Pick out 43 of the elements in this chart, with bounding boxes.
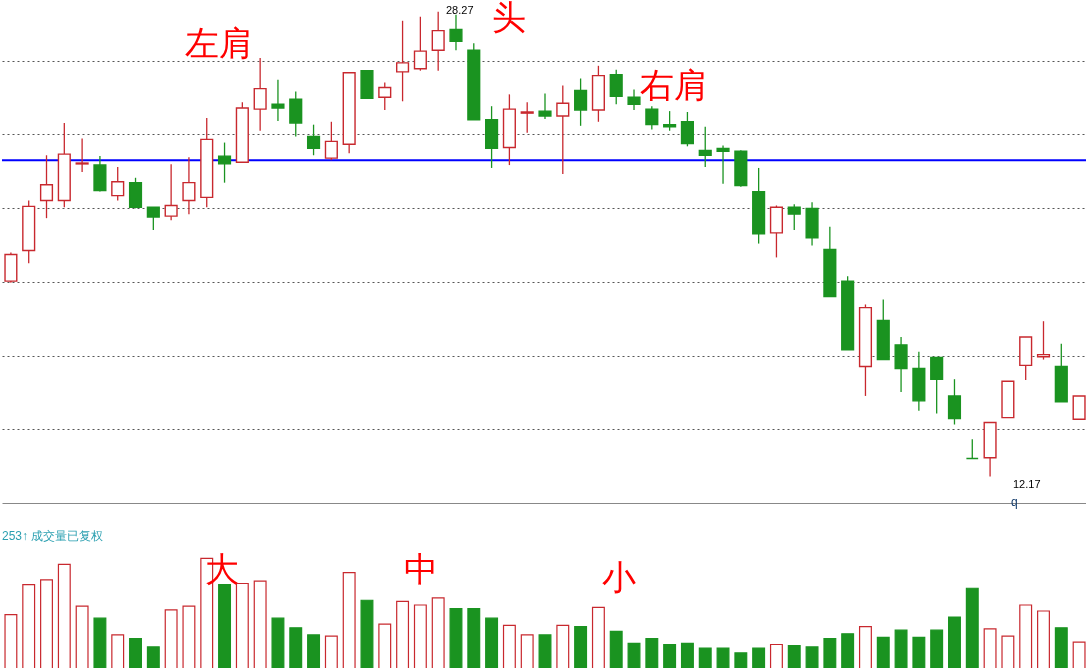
annotation: 12.17 (1013, 478, 1041, 490)
candlestick (39, 154, 54, 219)
candlestick (965, 438, 979, 460)
candlestick (716, 144, 730, 185)
candlestick (520, 101, 534, 134)
annotation: 28.27 (446, 4, 474, 16)
candlestick (1036, 320, 1051, 361)
candlestick (574, 77, 588, 127)
candlestick (449, 14, 463, 51)
candlestick (787, 203, 801, 231)
candlestick (413, 16, 427, 72)
candlestick (680, 111, 694, 147)
candlestick (538, 92, 552, 120)
candlestick (698, 126, 712, 168)
candlestick (217, 141, 232, 184)
annotation: 中 (404, 551, 438, 588)
candlestick (182, 156, 196, 215)
candlestick (930, 356, 944, 415)
annotation: 小 (602, 559, 636, 596)
candlestick (111, 166, 125, 202)
candlestick (289, 90, 303, 138)
candlestick (645, 105, 659, 131)
annotation: 左肩 (185, 25, 253, 62)
candlestick (663, 110, 677, 132)
candlestick (627, 88, 641, 111)
candlestick (146, 206, 160, 231)
annotation: 头 (492, 0, 526, 36)
candlestick (306, 124, 321, 156)
text: 253↑ 成交量已复权 (2, 529, 104, 543)
candlestick (396, 20, 410, 102)
candlestick (378, 81, 392, 111)
annotation: 右肩 (640, 67, 708, 104)
candlestick (324, 121, 338, 161)
candlestick (556, 84, 570, 175)
annotation: q (1011, 495, 1018, 509)
candlestick (253, 57, 267, 132)
candlestick (431, 11, 445, 72)
candlestick (164, 163, 178, 221)
candlestick (75, 137, 89, 173)
candlestick (609, 69, 623, 105)
candlestick (947, 378, 962, 426)
candlestick (894, 336, 908, 393)
candlestick (271, 79, 285, 122)
